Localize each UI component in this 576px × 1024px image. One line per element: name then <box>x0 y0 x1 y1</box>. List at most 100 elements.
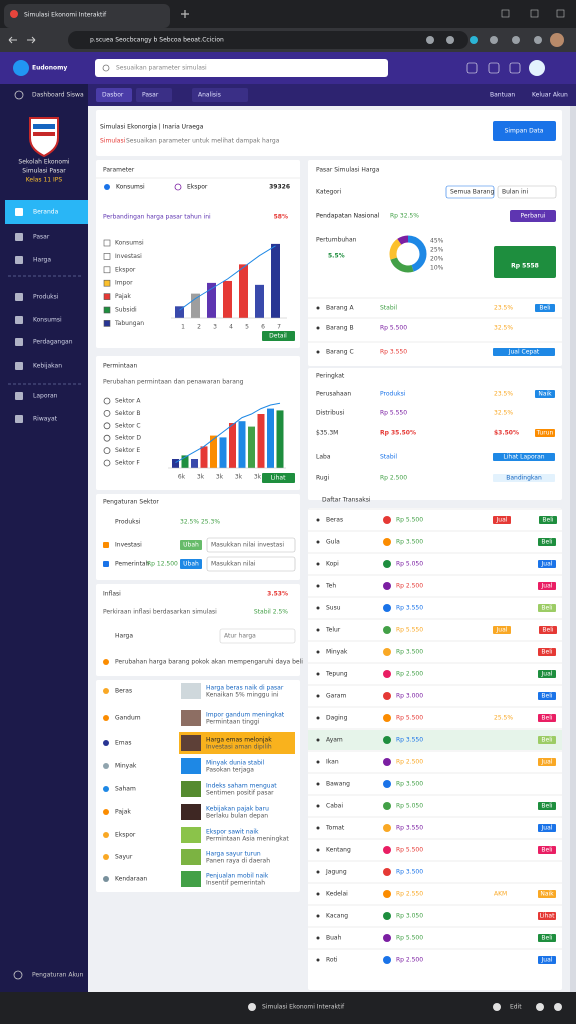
detail-button-label[interactable]: Lihat <box>271 475 286 482</box>
nav-buttons[interactable] <box>8 36 36 44</box>
window-control[interactable] <box>556 9 565 18</box>
news-headline[interactable]: Ekspor sawit naik <box>206 829 259 836</box>
news-label[interactable]: Kendaraan <box>115 876 147 883</box>
row-tag[interactable] <box>538 934 556 942</box>
header-avatar[interactable] <box>529 60 545 76</box>
row-tag-label[interactable]: Bandingkan <box>506 475 542 482</box>
row-tag-label[interactable]: Beli <box>541 935 552 942</box>
row-tag[interactable] <box>538 582 556 590</box>
row-tag-label[interactable]: Jual <box>496 627 508 634</box>
row-tag-label[interactable]: Naik <box>540 891 554 898</box>
row-tag[interactable] <box>493 516 511 524</box>
news-label[interactable]: Pajak <box>115 809 131 816</box>
row-tag[interactable] <box>538 802 556 810</box>
big-button[interactable] <box>494 246 556 278</box>
row-tag[interactable] <box>538 604 556 612</box>
footer-link[interactable]: Edit <box>510 1004 522 1011</box>
row-tag-label[interactable]: Jual <box>541 561 553 568</box>
row-tag[interactable] <box>180 540 202 550</box>
new-tab[interactable] <box>181 10 189 18</box>
header-icon[interactable] <box>509 62 521 74</box>
row-tag[interactable] <box>538 560 556 568</box>
row-tag-label[interactable]: Jual <box>541 583 553 590</box>
row-tag-label[interactable]: Jual <box>541 671 553 678</box>
detail-button[interactable] <box>262 473 295 483</box>
row-tag-label[interactable]: Beli <box>541 737 552 744</box>
toolbar-icon[interactable] <box>426 36 434 44</box>
select-box[interactable] <box>497 185 557 199</box>
row-tag-label[interactable]: Lihat <box>540 913 555 920</box>
menu-item[interactable]: Kebijakan <box>33 363 62 370</box>
row-tag-label[interactable]: Jual <box>541 957 553 964</box>
update-button-label[interactable]: Perbarui <box>521 213 546 220</box>
row-tag-label[interactable]: Beli <box>541 605 552 612</box>
menu-item[interactable]: Konsumsi <box>33 317 62 324</box>
menu-item[interactable]: Harga <box>33 257 51 264</box>
select-box[interactable] <box>445 185 495 199</box>
row-tag[interactable] <box>493 348 555 356</box>
row-tag[interactable] <box>538 692 556 700</box>
row-tag-label[interactable]: Beli <box>541 715 552 722</box>
news-label[interactable]: Ekspor <box>115 832 136 839</box>
news-headline[interactable]: Harga beras naik di pasar <box>206 685 284 692</box>
toolbar-icon[interactable] <box>490 36 498 44</box>
row-tag-label[interactable]: Beli <box>541 847 552 854</box>
news-label[interactable]: Gandum <box>115 715 141 722</box>
profile-avatar[interactable] <box>550 33 564 47</box>
row-tag-label[interactable]: Jual <box>541 825 553 832</box>
menu-item[interactable]: Pasar <box>33 234 50 241</box>
window-control[interactable] <box>501 9 510 18</box>
news-headline[interactable]: Minyak dunia stabil <box>206 760 265 767</box>
row-tag-label[interactable]: Ubah <box>183 542 199 549</box>
row-tag[interactable] <box>538 890 556 898</box>
row-tag[interactable] <box>493 626 511 634</box>
menu-item[interactable]: Laporan <box>33 393 58 400</box>
row-tag-label[interactable]: Beli <box>539 305 550 312</box>
menu-item[interactable]: Beranda <box>33 209 59 216</box>
footer-icon[interactable] <box>536 1003 544 1011</box>
news-label[interactable]: Saham <box>115 786 136 793</box>
row-tag-label[interactable]: Jual <box>541 759 553 766</box>
subbar-tab[interactable] <box>192 88 248 102</box>
row-tag[interactable] <box>493 474 555 482</box>
row-tag-label[interactable]: Beli <box>541 539 552 546</box>
row-tag-label[interactable]: Lihat Laporan <box>503 454 544 461</box>
row-tag[interactable] <box>535 429 555 437</box>
toolbar-icon[interactable] <box>470 36 478 44</box>
row-tag-label[interactable]: Ubah <box>183 561 199 568</box>
subbar-link[interactable]: Bantuan <box>490 92 515 99</box>
subbar-tab[interactable] <box>136 88 172 102</box>
news-headline[interactable]: Kebijakan pajak baru <box>206 806 269 813</box>
save-button-label[interactable]: Simpan Data <box>505 128 544 135</box>
update-button[interactable] <box>510 210 556 222</box>
row-tag[interactable] <box>538 824 556 832</box>
subbar-link[interactable]: Keluar Akun <box>532 92 568 99</box>
news-headline[interactable]: Impor gandum meningkat <box>206 712 285 719</box>
toolbar-icon[interactable] <box>534 36 542 44</box>
big-button-label[interactable]: Rp 5558 <box>511 263 539 270</box>
menu-item[interactable]: Riwayat <box>33 416 58 423</box>
toolbar-icon[interactable] <box>512 36 520 44</box>
news-label[interactable]: Minyak <box>115 763 137 770</box>
row-tag-label[interactable]: Beli <box>541 803 552 810</box>
news-label[interactable]: Beras <box>115 688 132 695</box>
row-tag-label[interactable]: Jual Cepat <box>508 349 540 356</box>
news-label[interactable]: Sayur <box>115 854 133 861</box>
row-tag[interactable] <box>538 846 556 854</box>
news-headline[interactable]: Indeks saham menguat <box>206 783 277 790</box>
toolbar-icon[interactable] <box>446 36 454 44</box>
header-icon[interactable] <box>488 62 500 74</box>
news-headline[interactable]: Penjualan mobil naik <box>206 873 269 880</box>
window-control[interactable] <box>530 9 539 18</box>
row-tag-label[interactable]: Beli <box>542 627 553 634</box>
input-box[interactable] <box>219 628 296 644</box>
row-tag[interactable] <box>538 538 556 546</box>
row-tag-label[interactable]: Beli <box>541 649 552 656</box>
news-headline[interactable]: Harga sayur turun <box>206 851 261 858</box>
news-label[interactable]: Emas <box>115 740 131 747</box>
row-tag[interactable] <box>493 453 555 461</box>
row-tag[interactable] <box>538 956 556 964</box>
footer-icon[interactable] <box>554 1003 562 1011</box>
row-tag[interactable] <box>538 736 556 744</box>
row-tag[interactable] <box>538 648 556 656</box>
